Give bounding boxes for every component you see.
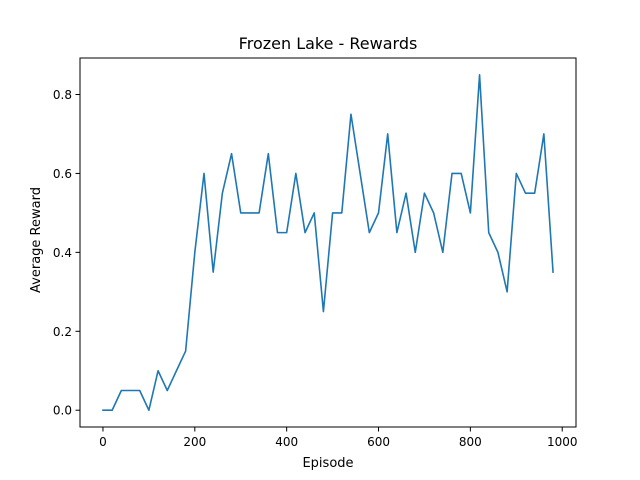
x-tick-label: 800: [459, 435, 482, 449]
x-tick-label: 400: [275, 435, 298, 449]
y-tick-label: 0.0: [53, 404, 72, 418]
y-axis-label: Average Reward: [29, 187, 44, 293]
x-tick-label: 1000: [547, 435, 578, 449]
x-tick-label: 200: [183, 435, 206, 449]
x-tick-label: 600: [367, 435, 390, 449]
y-tick-label: 0.8: [53, 88, 72, 102]
y-tick-label: 0.4: [53, 246, 72, 260]
series-line-0: [102, 73, 554, 412]
y-tick-label: 0.6: [53, 167, 72, 181]
y-tick-label: 0.2: [53, 325, 72, 339]
axes-frame: [79, 57, 577, 428]
chart-title: Frozen Lake - Rewards: [239, 34, 418, 53]
plot-area: 0 200 400 600 800 1000 0.0 0.2 0.4 0.6 0.8: [53, 57, 578, 449]
x-tick-label: 0: [99, 435, 107, 449]
x-axis-label: Episode: [302, 456, 353, 471]
